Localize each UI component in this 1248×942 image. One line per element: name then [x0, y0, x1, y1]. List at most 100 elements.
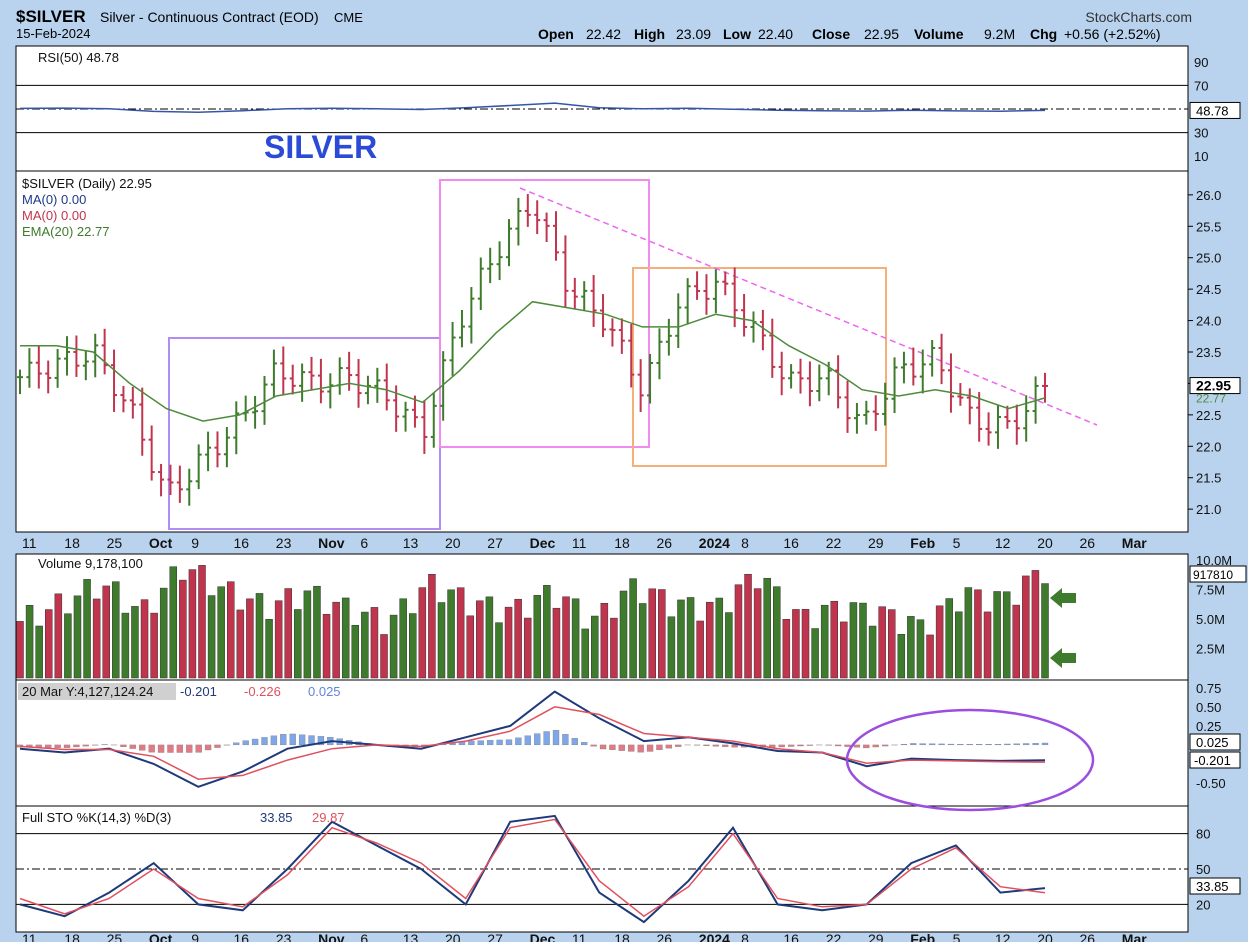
- price-legend-entry: MA(0) 0.00: [22, 208, 86, 223]
- macd-histogram-bar: [778, 744, 785, 748]
- macd-histogram-bar: [910, 743, 917, 746]
- volume-bar: [351, 625, 360, 679]
- volume-bar: [926, 634, 934, 679]
- price-tick-label: 21.5: [1196, 471, 1221, 486]
- price-tick-label: 26.0: [1196, 188, 1221, 203]
- volume-bar: [313, 585, 321, 679]
- macd-histogram-bar: [834, 744, 842, 747]
- x-tick-label: 12: [995, 535, 1011, 551]
- macd-histogram-bar: [703, 744, 710, 746]
- sto-k-value: 33.85: [260, 810, 293, 825]
- volume-bar: [504, 606, 513, 679]
- volume-bar: [428, 574, 436, 679]
- x-tick-label-bottom: 29: [868, 931, 884, 942]
- x-tick-label-bottom: 25: [107, 931, 123, 942]
- x-tick-label-bottom: 18: [614, 931, 630, 942]
- volume-bar: [523, 617, 532, 679]
- macd-histogram-bar: [477, 740, 484, 746]
- volume-bar: [1031, 570, 1040, 679]
- macd-histogram-bar: [289, 733, 296, 746]
- macd-crosshair-label: 20 Mar Y:4,127,124.24: [22, 684, 153, 699]
- volume-bar: [543, 585, 551, 679]
- price-tick-label: 25.5: [1196, 219, 1221, 234]
- macd-histogram-bar: [994, 743, 1002, 746]
- macd-histogram-bar: [186, 744, 193, 753]
- rsi-tick-label: 90: [1194, 55, 1208, 70]
- volume-bar: [753, 588, 762, 679]
- x-tick-label: 27: [487, 535, 503, 551]
- volume-bar: [974, 589, 982, 679]
- volume-bar: [648, 588, 656, 679]
- macd-current-box: [1189, 751, 1241, 769]
- macd-histogram-bar: [1023, 743, 1030, 746]
- volume-bar: [993, 591, 1001, 679]
- volume-tick-label: 10.0M: [1196, 553, 1232, 568]
- x-tick-label: Feb: [910, 535, 935, 551]
- x-tick-label: 18: [614, 535, 630, 551]
- volume-bar: [782, 619, 791, 679]
- macd-histogram-bar: [157, 744, 165, 753]
- volume-bar: [935, 605, 944, 679]
- macd-histogram-bar: [1004, 743, 1011, 746]
- green-arrow-icon: [1050, 648, 1076, 668]
- volume-bar: [705, 601, 714, 679]
- volume-bar: [667, 616, 676, 679]
- sto-k-line: [19, 814, 1046, 924]
- rsi-tick-label: 70: [1194, 78, 1208, 93]
- volume-bar: [236, 609, 245, 679]
- x-tick-label: Mar: [1122, 535, 1147, 551]
- x-tick-label-bottom: 16: [234, 931, 250, 942]
- x-tick-label: Oct: [149, 535, 173, 551]
- volume-bar: [207, 595, 216, 679]
- volume-bar: [820, 604, 829, 679]
- volume-bar: [571, 598, 580, 679]
- open-label: Open: [538, 26, 574, 42]
- volume-bar: [514, 598, 522, 679]
- x-axis-group: 11 18 25 Oct 9 16 23 Nov 6 13 20 27 Dec 11 18 26 2024 8 16…: [22, 535, 1147, 551]
- volume-bar: [658, 589, 666, 679]
- volume-bar: [600, 602, 609, 679]
- silver-annotation: SILVER: [264, 129, 377, 165]
- macd-signal-line: [19, 706, 1046, 780]
- volume-bar: [629, 578, 637, 679]
- price-tick-label: 22.5: [1196, 408, 1221, 423]
- macd-line: [19, 690, 1046, 788]
- volume-bar: [341, 597, 350, 679]
- volume-bar: [552, 607, 561, 679]
- macd-histogram-bar: [261, 737, 268, 746]
- macd-histogram-bar: [45, 744, 52, 748]
- volume-bar: [638, 603, 647, 679]
- rsi-tick-label: 10: [1194, 149, 1208, 164]
- volume-bar: [533, 595, 542, 679]
- volume-bar: [159, 587, 168, 679]
- volume-bar: [945, 598, 953, 679]
- macd-value-label: -0.201: [180, 684, 217, 699]
- macd-histogram-bar: [468, 740, 475, 746]
- volume-bar: [495, 622, 503, 679]
- volume-bar: [840, 621, 848, 679]
- rsi-line: [19, 102, 1046, 114]
- volume-bar: [198, 565, 206, 679]
- macd-histogram-bar: [195, 744, 202, 753]
- x-tick-label: 2024: [699, 535, 730, 551]
- volume-bar: [265, 619, 273, 679]
- x-tick-label-bottom: Oct: [149, 931, 173, 942]
- volume-bar: [916, 619, 925, 679]
- volume-current-label: 917810: [1193, 568, 1233, 582]
- macd-histogram-bar: [524, 735, 531, 746]
- x-tick-label: 22: [826, 535, 842, 551]
- macd-histogram-bar: [1032, 743, 1039, 746]
- volume-bar: [303, 590, 312, 679]
- rsi-current-label: 48.78: [1196, 103, 1229, 118]
- macd-histogram-bar: [82, 744, 89, 747]
- close-value: 22.95: [864, 26, 899, 42]
- low-label: Low: [723, 26, 751, 42]
- volume-bar: [859, 602, 867, 679]
- volume-bar: [179, 579, 187, 679]
- x-tick-label: Nov: [318, 535, 345, 551]
- macd-histogram-label: 0.025: [308, 684, 341, 699]
- volume-tick-label: 2.5M: [1196, 642, 1225, 657]
- macd-histogram-bar: [947, 743, 955, 746]
- volume-bar: [466, 615, 474, 679]
